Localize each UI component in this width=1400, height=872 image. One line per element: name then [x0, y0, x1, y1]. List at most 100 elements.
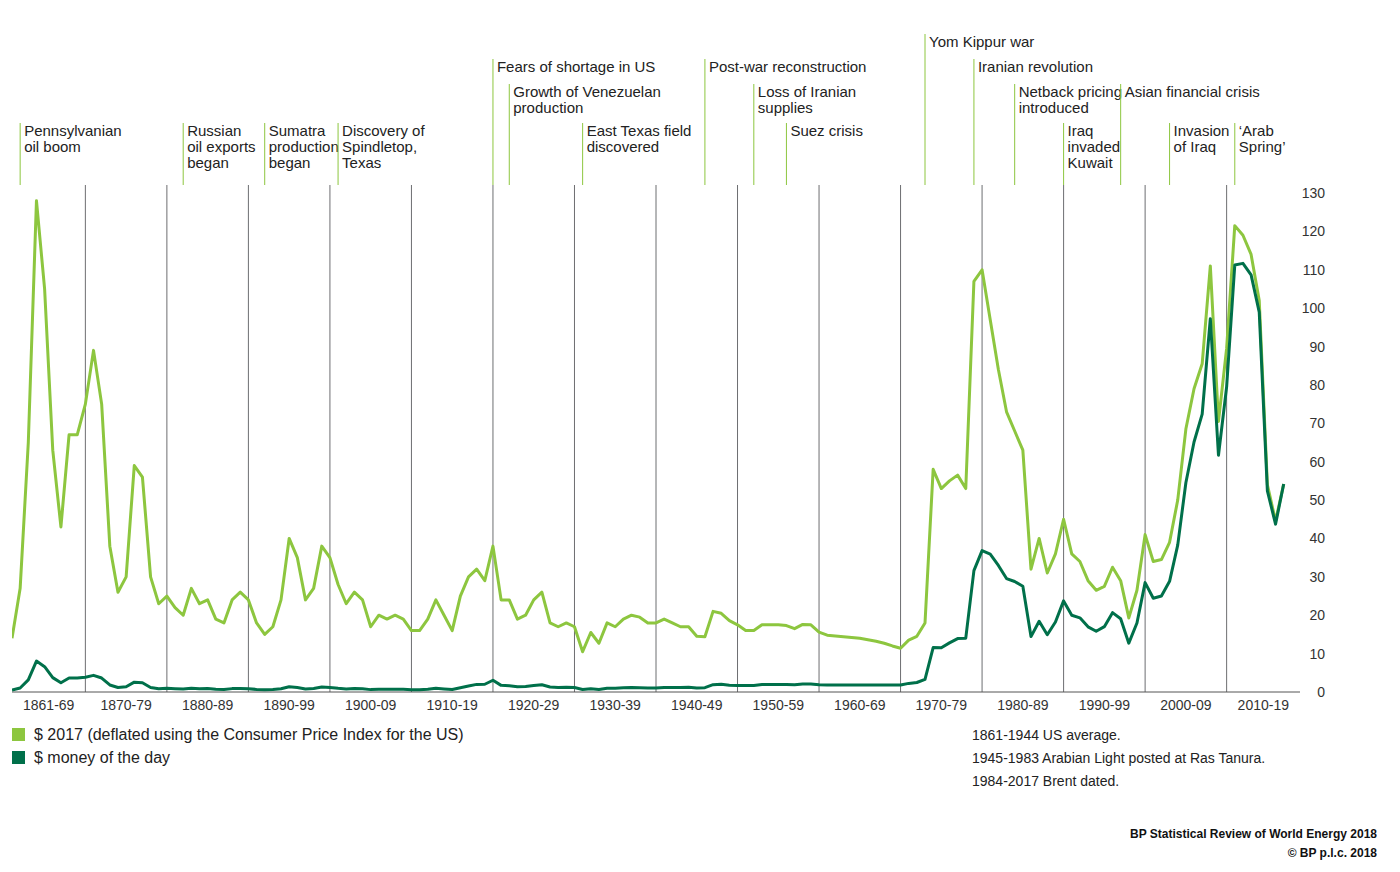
annotation-line [338, 123, 339, 185]
note: 1945-1983 Arabian Light posted at Ras Ta… [972, 750, 1265, 766]
y-tick-label: 40 [1309, 530, 1325, 546]
annotation-line-text: invaded [1068, 138, 1121, 155]
annotation-line-text: Post-war reconstruction [709, 58, 867, 75]
note: 1984-2017 Brent dated. [972, 773, 1119, 789]
annotation-line [925, 34, 926, 185]
note: 1861-1944 US average. [972, 727, 1121, 743]
annotation-line [582, 123, 583, 185]
annotation-line [753, 84, 754, 185]
x-tick-label: 1950-59 [753, 697, 805, 713]
grid-line [1226, 185, 1227, 692]
annotation-label: Sumatraproductionbegan [269, 122, 339, 171]
y-tick-label: 70 [1309, 415, 1325, 431]
annotation-line-text: Iranian revolution [978, 58, 1093, 75]
annotation-label: Asian financial crisis [1125, 83, 1260, 100]
x-tick-label: 1870-79 [100, 697, 152, 713]
annotation-line-text: Netback pricing [1019, 83, 1122, 100]
y-tick-label: 120 [1302, 223, 1326, 239]
annotation-label: Growth of Venezuelanproduction [513, 83, 661, 116]
grid-line [492, 185, 493, 692]
annotation-line-text: Suez crisis [790, 122, 863, 139]
x-tick-label: 1880-89 [182, 697, 234, 713]
annotation-label: Post-war reconstruction [709, 58, 867, 75]
source: © BP p.l.c. 2018 [1288, 846, 1378, 860]
legend-label: $ 2017 (deflated using the Consumer Pric… [34, 726, 464, 743]
y-tick-label: 20 [1309, 607, 1325, 623]
annotation-line-text: Spindletop, [342, 138, 417, 155]
annotation-line-text: discovered [587, 138, 660, 155]
annotation-line-text: Asian financial crisis [1125, 83, 1260, 100]
x-tick-label: 2000-09 [1160, 697, 1212, 713]
grid-line [574, 185, 575, 692]
annotation-line [1120, 84, 1121, 185]
y-tick-label: 130 [1302, 185, 1326, 201]
series-line [12, 201, 1284, 652]
grid-line [900, 185, 901, 692]
annotation-line-text: began [269, 154, 311, 171]
annotation-line [492, 59, 493, 185]
series-line [12, 263, 1284, 690]
annotation-line-text: Iraq [1068, 122, 1094, 139]
annotation-line [973, 59, 974, 185]
annotation-line-text: oil boom [24, 138, 81, 155]
annotation-line-text: oil exports [187, 138, 255, 155]
annotation-line-text: Spring’ [1239, 138, 1286, 155]
grid-line [329, 185, 330, 692]
y-tick-label: 60 [1309, 454, 1325, 470]
x-tick-label: 1910-19 [427, 697, 479, 713]
x-axis-line [12, 692, 1300, 693]
annotation-line-text: supplies [758, 99, 813, 116]
x-tick-label: 2010-19 [1238, 697, 1290, 713]
annotation-line-text: East Texas field [587, 122, 692, 139]
annotation-line-text: Fears of shortage in US [497, 58, 655, 75]
annotation-line-text: production [269, 138, 339, 155]
legend-label: $ money of the day [34, 749, 170, 766]
x-tick-label: 1940-49 [671, 697, 723, 713]
annotation-line-text: production [513, 99, 583, 116]
annotation-label: Discovery ofSpindletop,Texas [342, 122, 425, 171]
annotation-label: Pennsylvanianoil boom [24, 122, 122, 155]
annotation-line [20, 123, 21, 185]
x-tick-label: 1920-29 [508, 697, 560, 713]
annotation-line [1234, 123, 1235, 185]
y-tick-label: 110 [1303, 262, 1326, 278]
grid-line [1145, 185, 1146, 692]
plot-area [12, 201, 1284, 690]
annotation-line [183, 123, 184, 185]
annotation-label: Suez crisis [790, 122, 863, 139]
annotation-label: Russianoil exportsbegan [187, 122, 255, 171]
annotation-line [786, 123, 787, 185]
annotation-line [509, 84, 510, 185]
annotation-label: Invasionof Iraq [1174, 122, 1230, 155]
grid-line [656, 185, 657, 692]
grid-line [982, 185, 983, 692]
annotation-label: East Texas fielddiscovered [587, 122, 692, 155]
x-tick-label: 1990-99 [1079, 697, 1131, 713]
annotation-line [1169, 123, 1170, 185]
x-tick-label: 1900-09 [345, 697, 397, 713]
legend-swatch [12, 751, 25, 764]
annotation-line-text: Invasion [1174, 122, 1230, 139]
grid-line [85, 185, 86, 692]
y-tick-label: 0 [1317, 684, 1325, 700]
annotation-line [1014, 84, 1015, 185]
grid-line [166, 185, 167, 692]
y-tick-label: 10 [1309, 646, 1325, 662]
legend-swatch [12, 728, 25, 741]
annotation-label: Netback pricingintroduced [1019, 83, 1122, 116]
annotation-line-text: Russian [187, 122, 241, 139]
x-tick-label: 1861-69 [23, 697, 75, 713]
annotation-line-text: Texas [342, 154, 381, 171]
annotation-line-text: began [187, 154, 229, 171]
y-tick-label: 80 [1309, 377, 1325, 393]
annotation-label: Fears of shortage in US [497, 58, 655, 75]
annotation-line [264, 123, 265, 185]
x-tick-label: 1930-39 [590, 697, 642, 713]
grid-line [248, 185, 249, 692]
x-tick-label: 1970-79 [916, 697, 968, 713]
grid-line [737, 185, 738, 692]
x-tick-label: 1980-89 [997, 697, 1049, 713]
annotation-label: Iranian revolution [978, 58, 1093, 75]
annotation-line-text: Pennsylvanian [24, 122, 122, 139]
annotation-line-text: Discovery of [342, 122, 425, 139]
